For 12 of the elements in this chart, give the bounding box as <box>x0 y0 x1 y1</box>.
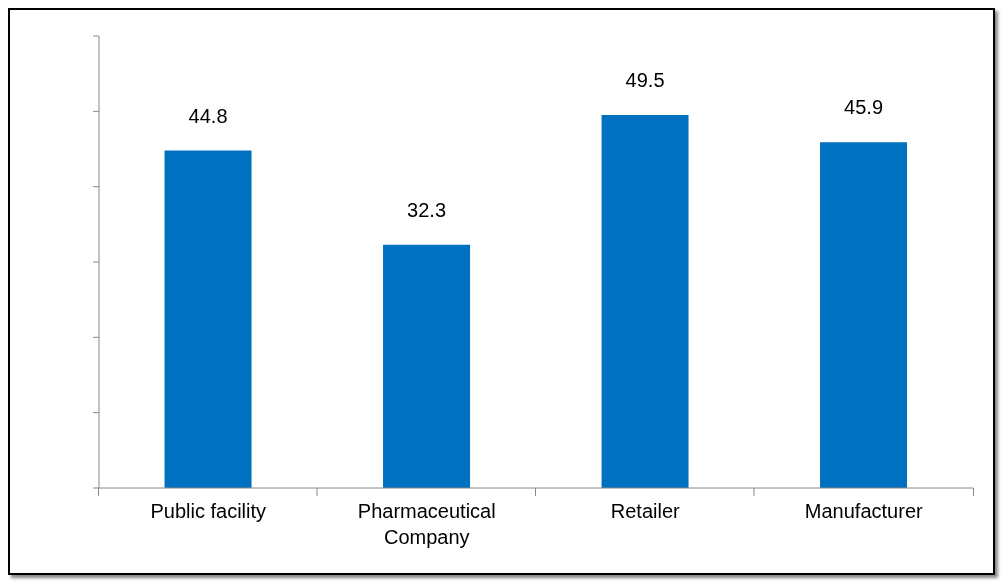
bar <box>601 115 689 488</box>
bar <box>383 244 471 488</box>
data-label: 44.8 <box>188 104 228 127</box>
data-label: 32.3 <box>407 198 447 221</box>
data-label: 49.5 <box>625 69 665 92</box>
x-tick-label: Retailer <box>610 500 681 522</box>
x-tick-label: Manufacturer <box>804 500 923 522</box>
x-tick-label: Public facility <box>150 500 267 522</box>
bar <box>164 150 252 488</box>
bar <box>820 142 908 488</box>
data-label: 45.9 <box>844 96 884 119</box>
x-tick-label: Pharmaceutical Company <box>357 500 496 548</box>
